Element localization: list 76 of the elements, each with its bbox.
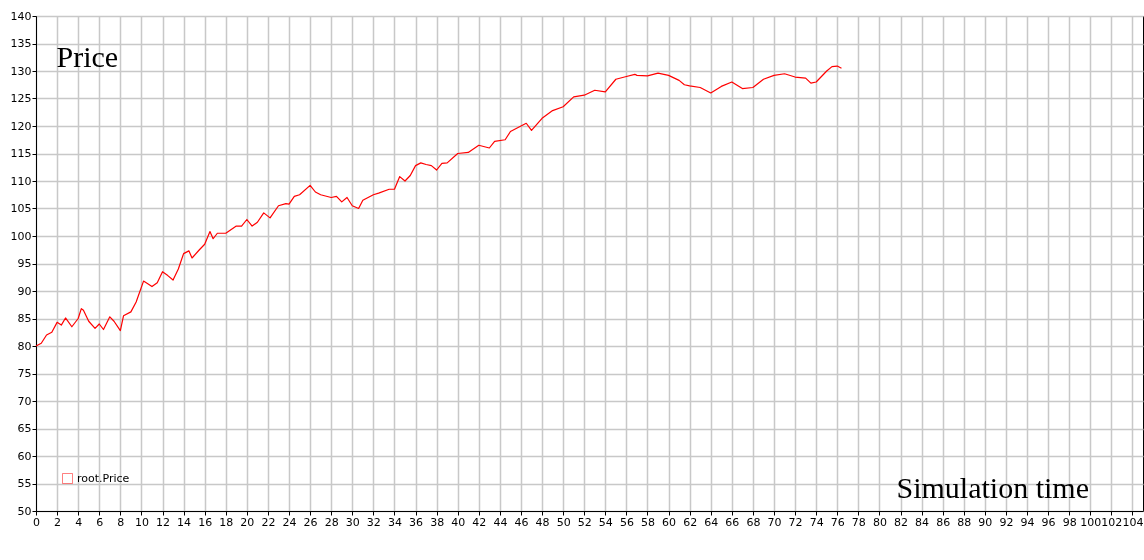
x-tick-label: 48 [535, 515, 550, 529]
x-tick-label: 64 [704, 515, 719, 529]
y-tick-label: 110 [10, 174, 32, 188]
y-tick-label: 80 [17, 339, 32, 353]
x-tick-label: 96 [1041, 515, 1056, 529]
x-tick-label: 98 [1062, 515, 1077, 529]
x-axis-title: Simulation time [896, 470, 1089, 504]
y-tick-label: 85 [17, 312, 32, 325]
x-tick-label: 90 [978, 515, 993, 529]
x-tick-label: 16 [198, 515, 213, 529]
x-tick-label: 4 [75, 515, 83, 529]
y-tick-label: 75 [17, 367, 32, 380]
x-tick-label: 100 [1080, 515, 1102, 529]
x-tick-label: 54 [598, 515, 613, 529]
x-tick-label: 62 [683, 515, 698, 529]
x-tick-label: 40 [451, 515, 466, 529]
x-tick-label: 2 [54, 515, 62, 529]
y-tick-label: 60 [17, 449, 32, 463]
x-tick-label: 72 [788, 515, 803, 529]
y-tick-label: 90 [17, 284, 32, 298]
y-tick-label: 65 [17, 422, 32, 435]
x-tick-label: 34 [387, 515, 402, 529]
y-tick-label: 140 [10, 9, 32, 23]
x-tick-label: 66 [725, 515, 740, 529]
line-series [35, 65, 843, 347]
x-tick-label: 0 [33, 515, 40, 529]
y-tick-label: 70 [17, 394, 32, 408]
x-tick-label: 80 [872, 515, 887, 529]
x-tick-label: 74 [809, 515, 824, 529]
x-tick-label: 42 [472, 515, 487, 529]
x-tick-label: 86 [936, 515, 951, 529]
x-tick-label: 26 [303, 515, 318, 529]
x-tick-label: 104 [1122, 515, 1144, 529]
y-axis-title: Price [56, 39, 119, 73]
x-tick-label: 46 [514, 515, 529, 529]
x-tick-label: 32 [366, 515, 381, 529]
y-tick-label: 100 [10, 229, 32, 243]
y-tick-label: 120 [10, 119, 32, 133]
x-tick-label: 28 [324, 515, 339, 529]
y-tick-label: 130 [10, 64, 32, 78]
x-tick-label: 58 [640, 515, 655, 529]
x-tick-label: 94 [1020, 515, 1035, 529]
x-tick-label: 52 [577, 515, 592, 529]
x-tick-label: 6 [96, 515, 104, 529]
x-tick-label: 36 [409, 515, 424, 529]
x-tick-label: 78 [851, 515, 866, 529]
x-tick-label: 44 [493, 515, 508, 529]
x-tick-label: 76 [830, 515, 845, 529]
y-tick-label: 55 [17, 477, 32, 490]
x-tick-label: 92 [999, 515, 1014, 529]
y-tick-label: 105 [10, 202, 32, 215]
x-tick-label: 68 [746, 515, 761, 529]
x-tick-label: 88 [957, 515, 972, 529]
x-tick-label: 84 [915, 515, 930, 529]
x-tick-label: 82 [894, 515, 909, 529]
y-tick-label: 135 [10, 37, 32, 50]
x-tick-label: 20 [240, 515, 255, 529]
x-tick-label: 18 [219, 515, 234, 529]
x-tick-label: 60 [662, 515, 677, 529]
x-tick-label: 10 [134, 515, 149, 529]
x-tick-label: 22 [261, 515, 276, 529]
y-tick-label: 50 [17, 504, 32, 518]
x-tick-label: 102 [1101, 515, 1123, 529]
y-tick-label: 125 [10, 92, 32, 105]
legend-label: root.Price [77, 471, 130, 485]
y-tick-label: 115 [10, 147, 32, 160]
x-tick-label: 12 [156, 515, 171, 529]
y-tick-label: 95 [17, 257, 32, 270]
x-tick-label: 38 [430, 515, 445, 529]
x-tick-label: 8 [117, 515, 125, 529]
x-tick-label: 30 [345, 515, 360, 529]
x-tick-label: 50 [556, 515, 571, 529]
x-tick-label: 56 [619, 515, 634, 529]
x-tick-label: 70 [767, 515, 782, 529]
x-tick-label: 24 [282, 515, 297, 529]
x-tick-label: 14 [177, 515, 192, 529]
